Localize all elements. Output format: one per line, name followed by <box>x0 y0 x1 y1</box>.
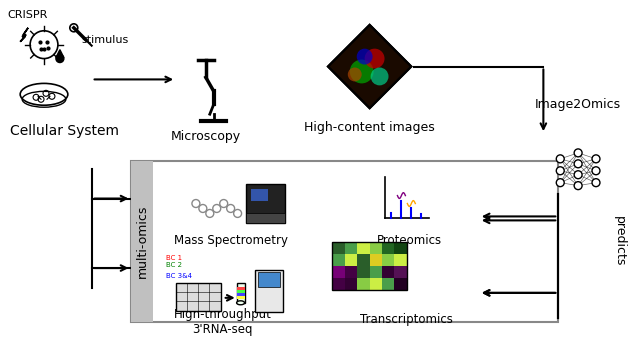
Bar <box>332 242 345 254</box>
Ellipse shape <box>237 301 244 305</box>
Text: Mass Spectrometry: Mass Spectrometry <box>173 234 287 247</box>
Text: BC 3&4: BC 3&4 <box>166 273 192 279</box>
Bar <box>394 242 407 254</box>
Bar <box>394 266 407 278</box>
Bar <box>370 278 382 290</box>
Bar <box>237 296 244 299</box>
Bar <box>345 278 357 290</box>
Polygon shape <box>56 49 64 58</box>
Text: stimulus: stimulus <box>82 35 129 45</box>
Circle shape <box>574 160 582 168</box>
Circle shape <box>556 167 564 175</box>
Bar <box>382 242 394 254</box>
Circle shape <box>574 149 582 157</box>
Text: High-throughput
3'RNA-seq: High-throughput 3'RNA-seq <box>174 308 271 336</box>
Bar <box>255 270 284 312</box>
Text: BC 2: BC 2 <box>166 262 182 268</box>
Bar <box>382 278 394 290</box>
Circle shape <box>592 167 600 175</box>
Polygon shape <box>328 25 412 108</box>
Circle shape <box>556 179 564 187</box>
Bar <box>131 161 153 322</box>
Text: Cellular System: Cellular System <box>10 124 119 138</box>
Bar <box>246 214 285 223</box>
Circle shape <box>592 179 600 187</box>
Circle shape <box>592 155 600 163</box>
Bar <box>382 266 394 278</box>
Text: predicts: predicts <box>613 216 627 266</box>
Bar <box>345 254 357 266</box>
Circle shape <box>556 155 564 163</box>
Text: BC 1: BC 1 <box>166 255 182 261</box>
Bar <box>237 293 244 296</box>
Bar <box>131 161 558 322</box>
Bar <box>176 283 221 311</box>
Bar <box>394 254 407 266</box>
Bar <box>370 242 382 254</box>
Circle shape <box>56 55 64 62</box>
Bar <box>332 242 407 290</box>
Text: Transcriptomics: Transcriptomics <box>360 313 453 326</box>
Bar <box>237 283 244 303</box>
Bar <box>394 278 407 290</box>
Bar <box>345 242 357 254</box>
Circle shape <box>574 171 582 179</box>
Text: Proteomics: Proteomics <box>377 234 442 247</box>
Circle shape <box>371 67 388 85</box>
Bar <box>357 242 370 254</box>
Text: Microscopy: Microscopy <box>171 129 241 142</box>
Bar <box>246 184 285 223</box>
Bar <box>345 266 357 278</box>
Bar <box>237 290 244 293</box>
Bar <box>357 278 370 290</box>
Bar <box>357 266 370 278</box>
Circle shape <box>365 48 385 68</box>
Bar <box>259 272 280 287</box>
Bar <box>382 254 394 266</box>
Bar <box>250 188 268 201</box>
Text: Image2Omics: Image2Omics <box>535 98 621 111</box>
Text: CRISPR: CRISPR <box>7 10 47 20</box>
Bar <box>332 266 345 278</box>
Circle shape <box>574 182 582 190</box>
Bar <box>370 254 382 266</box>
Text: High-content images: High-content images <box>304 121 435 134</box>
Text: multi-omics: multi-omics <box>136 204 148 278</box>
Bar <box>370 266 382 278</box>
Bar <box>332 278 345 290</box>
Bar <box>357 254 370 266</box>
Circle shape <box>350 60 374 83</box>
Bar <box>332 254 345 266</box>
Circle shape <box>348 67 362 81</box>
Bar <box>237 287 244 290</box>
Circle shape <box>356 48 372 64</box>
